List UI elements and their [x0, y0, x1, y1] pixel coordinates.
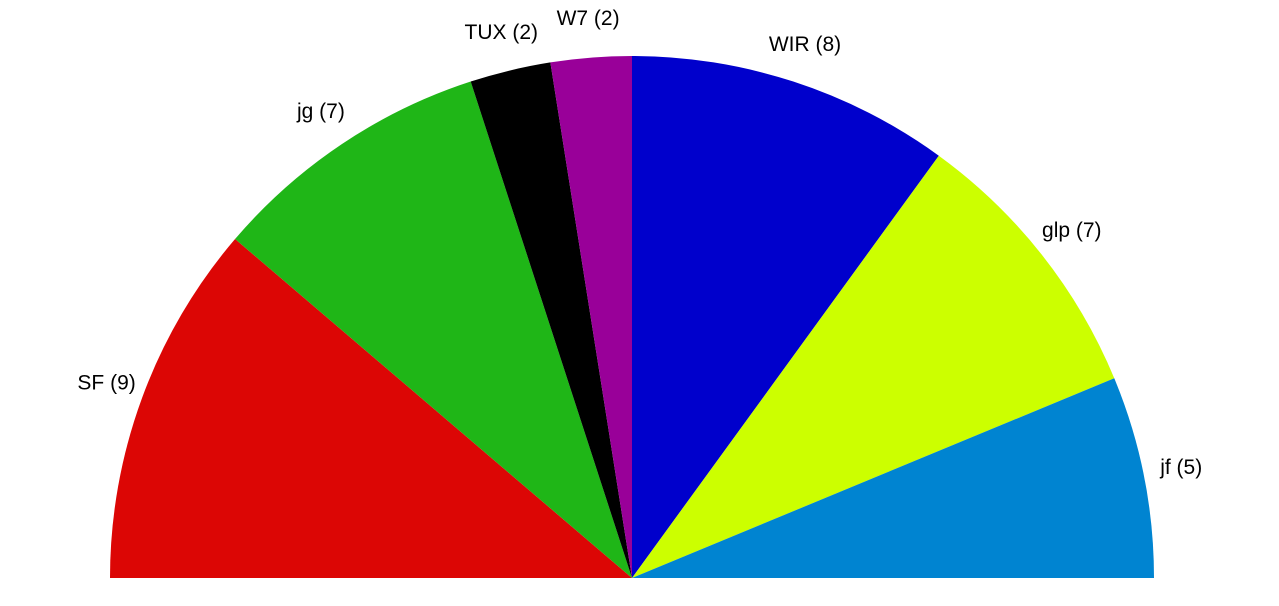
slice-jg — [235, 81, 632, 579]
slice-glp — [632, 155, 1115, 578]
slice-label-glp: glp (7) — [1042, 219, 1102, 242]
slice-sf — [110, 238, 632, 579]
chart-labels: SF (9) jg (7) TUX (2) W7 (2) WIR (8) glp (7) j… — [77, 7, 1202, 479]
slice-w7 — [550, 56, 632, 578]
slice-wir — [632, 56, 939, 578]
slice-label-tux: TUX (2) — [465, 21, 539, 44]
slice-label-jg: jg (7) — [296, 100, 345, 123]
chart-slices — [110, 56, 1154, 579]
slice-label-jf: jf (5) — [1159, 456, 1202, 479]
slice-tux — [470, 62, 632, 579]
slice-label-sf: SF (9) — [77, 372, 135, 395]
slice-label-wir: WIR (8) — [769, 33, 841, 56]
slice-label-w7: W7 (2) — [557, 7, 620, 30]
slice-jf — [632, 378, 1154, 578]
